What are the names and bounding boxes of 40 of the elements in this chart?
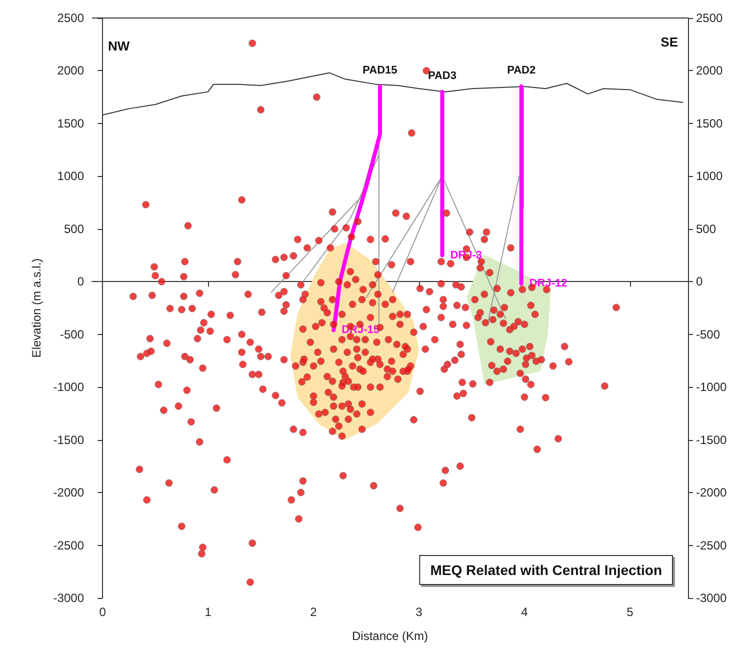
series-label: DRJ-3 bbox=[450, 249, 482, 262]
y2-tick-label: 1500 bbox=[696, 116, 724, 130]
y-tick-label: 1000 bbox=[57, 169, 84, 184]
x-tick-label: 0 bbox=[99, 605, 106, 619]
y-tick-label: -3000 bbox=[53, 591, 84, 605]
y2-tick-label: -3000 bbox=[696, 591, 728, 605]
x-tick-label: 2 bbox=[310, 605, 318, 619]
y-tick-label: -2500 bbox=[53, 538, 84, 552]
y2-tick-label: -1500 bbox=[696, 432, 728, 447]
x-tick-label: 5 bbox=[626, 605, 634, 619]
annotation: PAD3 bbox=[428, 70, 456, 82]
y-tick-label: 2000 bbox=[57, 64, 84, 78]
annotation: PAD2 bbox=[507, 64, 536, 77]
y2-tick-label: 1000 bbox=[696, 169, 724, 184]
y2-tick-label: 0 bbox=[696, 274, 703, 289]
y2-tick-label: -500 bbox=[696, 327, 720, 342]
x-tick-label: 4 bbox=[521, 605, 528, 619]
y-tick-label: -2000 bbox=[53, 486, 84, 500]
series-label: DRJ-15 bbox=[342, 324, 380, 336]
x-tick-label: 1 bbox=[204, 605, 212, 619]
annotation: SE bbox=[660, 34, 678, 50]
annotation: MEQ Related with Central Injection bbox=[430, 562, 662, 578]
y-tick-label: -500 bbox=[60, 327, 84, 342]
y2-tick-label: -2500 bbox=[696, 538, 728, 552]
y2-tick-label: 2000 bbox=[696, 64, 724, 78]
y-tick-label: 500 bbox=[64, 222, 84, 236]
y2-tick-label: 2500 bbox=[696, 11, 724, 25]
annotation: PAD15 bbox=[362, 64, 398, 77]
y-tick-label: 0 bbox=[77, 274, 84, 289]
y-tick-label: 2500 bbox=[57, 11, 84, 25]
y-tick-label: -1000 bbox=[53, 380, 84, 394]
y2-tick-label: -2000 bbox=[696, 486, 728, 500]
x-tick-label: 3 bbox=[416, 605, 423, 619]
y2-tick-label: 500 bbox=[696, 222, 716, 236]
y2-tick-label: -1000 bbox=[696, 380, 728, 394]
y-tick-label: -1500 bbox=[53, 432, 84, 447]
y-axis-title: Elevation (m a.s.l.) bbox=[29, 258, 44, 358]
x-axis-title: Distance (Km) bbox=[352, 629, 428, 643]
annotation: NW bbox=[108, 38, 130, 54]
y-tick-label: 1500 bbox=[57, 116, 84, 130]
